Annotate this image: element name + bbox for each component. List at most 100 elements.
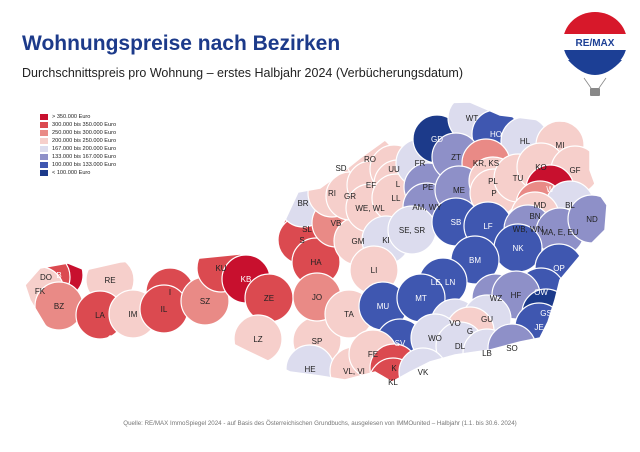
district-label: LA [95, 311, 105, 320]
source-footnote: Quelle: RE/MAX ImmoSpiegel 2024 - auf Ba… [123, 420, 517, 427]
district-label: KR, KS [473, 159, 499, 168]
district-label: RO [364, 155, 376, 164]
legend-label: 200.000 bis 250.000 Euro [52, 138, 117, 144]
district-label: KU [215, 264, 226, 273]
district-label: ZE [264, 294, 274, 303]
district-label: SZ [200, 297, 210, 306]
district-label: SD [335, 164, 346, 173]
district-label: SP [312, 337, 323, 346]
district-label: AM, WY [412, 203, 442, 212]
district-label: HE [304, 365, 315, 374]
legend-label: > 350.000 Euro [52, 114, 91, 120]
district-label: G [467, 327, 473, 336]
map-legend: > 350.000 Euro 300.000 bis 350.000 Euro 25… [40, 113, 116, 177]
district-label: WT [466, 114, 479, 123]
district-label: WZ [490, 294, 503, 303]
district-label: KL [388, 378, 398, 387]
district-label: LF [483, 222, 492, 231]
legend-swatch [40, 153, 48, 161]
district-label: KI [382, 236, 390, 245]
district-label: LI [371, 266, 378, 275]
district-label: TA [344, 310, 354, 319]
district-label: BN [529, 212, 540, 221]
legend-item: 300.000 bis 350.000 Euro [40, 121, 116, 129]
district-label: I [169, 288, 171, 297]
logo-text: RE/MAX [576, 38, 615, 49]
district-label: JE [534, 323, 543, 332]
district-label: LZ [253, 335, 262, 344]
legend-item: 167.000 bis 200.000 Euro [40, 145, 116, 153]
district-label: BR [297, 199, 308, 208]
district-label: MD [534, 201, 547, 210]
district-label: K [391, 364, 397, 373]
district-label: VB [331, 219, 342, 228]
district-label: DL [455, 342, 466, 351]
district-label: GR [344, 192, 356, 201]
district-label: L [396, 180, 401, 189]
district-label: W [546, 185, 554, 194]
district-label: UU [388, 165, 400, 174]
district-label: MI [556, 141, 565, 150]
legend-item: < 100.000 Euro [40, 169, 116, 177]
district-label: SE, SR [399, 226, 425, 235]
district-label: VL, VI [343, 367, 365, 376]
district-label: BL [565, 201, 575, 210]
district-label: P [491, 189, 496, 198]
district-label: S [299, 236, 304, 245]
legend-swatch [40, 137, 48, 145]
district-label: RE [104, 276, 115, 285]
legend-swatch [40, 121, 48, 129]
district-label: GM [352, 237, 365, 246]
legend-item: 250.000 bis 300.000 Euro [40, 129, 116, 137]
district-label: KB [241, 275, 252, 284]
district-label: NK [512, 244, 524, 253]
district-label: WB, WN [513, 225, 544, 234]
district-label: SO [506, 344, 518, 353]
legend-label: 167.000 bis 200.000 Euro [52, 146, 117, 152]
district-label: SB [451, 218, 462, 227]
district-label: SV [395, 339, 406, 348]
district-label: HF [511, 291, 522, 300]
district-label: IM [129, 310, 138, 319]
legend-swatch [40, 129, 48, 137]
legend-swatch [40, 161, 48, 169]
district-label: OP [553, 264, 565, 273]
district-label: FK [35, 287, 46, 296]
district-label: GU [481, 315, 493, 324]
legend-item: 100.000 bis 133.000 Euro [40, 161, 116, 169]
district-label: ND [586, 215, 598, 224]
district-label: GS [540, 309, 552, 318]
legend-item: > 350.000 Euro [40, 113, 116, 121]
district-label: FE [368, 350, 378, 359]
district-label: ZT [451, 153, 461, 162]
district-label: ME [453, 186, 465, 195]
district-label: HA [310, 258, 322, 267]
district-label: BZ [54, 302, 64, 311]
remax-balloon-logo: RE/MAX [563, 12, 627, 96]
district-label: BM [469, 256, 481, 265]
district-label: RI [328, 189, 336, 198]
district-label: VO [449, 319, 461, 328]
district-label: FR [415, 159, 426, 168]
district-label: B [56, 271, 61, 280]
page-title: Wohnungspreise nach Bezirken [22, 32, 341, 55]
district-label: PL [488, 177, 498, 186]
district-label: GF [569, 166, 580, 175]
district-label: KO [535, 163, 547, 172]
district-label: MT [415, 294, 427, 303]
district-label: MU [377, 302, 390, 311]
district-label: WE, WL [355, 204, 385, 213]
district-label: HL [520, 137, 531, 146]
district-label: JO [312, 293, 322, 302]
country-outline [24, 101, 608, 383]
legend-swatch [40, 145, 48, 153]
district-label: LE, LN [431, 278, 456, 287]
district-label: VK [418, 368, 429, 377]
legend-label: < 100.000 Euro [52, 170, 91, 176]
legend-item: 200.000 bis 250.000 Euro [40, 137, 116, 145]
district-label: OW [534, 288, 548, 297]
page-subtitle: Durchschnittspreis pro Wohnung – erstes … [22, 66, 463, 80]
district-label: MA, E, EU [541, 228, 579, 237]
district-label: SL [302, 225, 312, 234]
